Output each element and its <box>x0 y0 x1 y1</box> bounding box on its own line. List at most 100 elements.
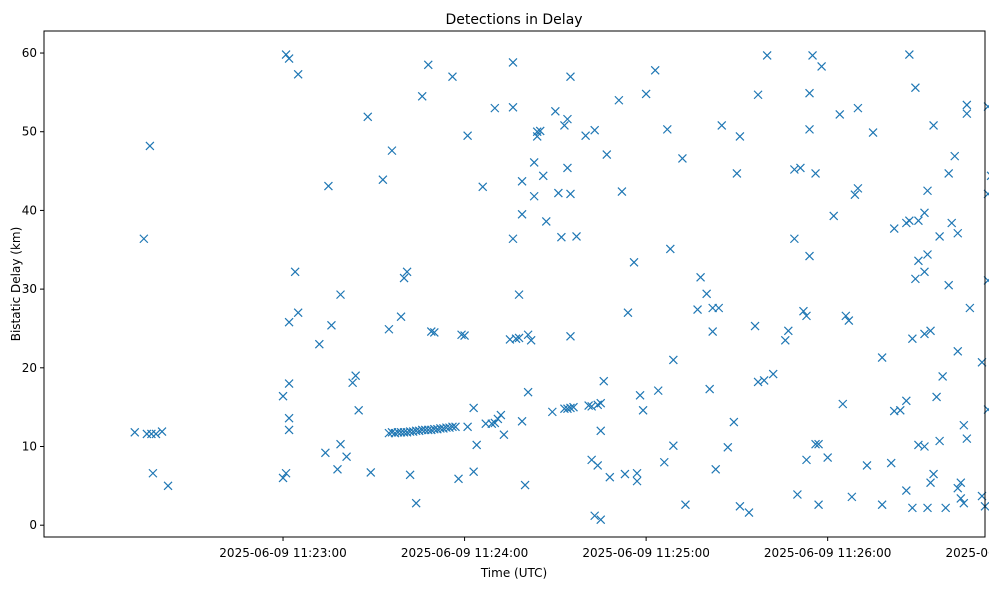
data-point-marker <box>493 414 503 424</box>
y-axis: 0 10 20 30 40 50 60 <box>22 46 44 532</box>
data-point-marker <box>723 442 733 452</box>
data-point-marker <box>348 378 358 388</box>
data-point-marker <box>566 403 575 413</box>
data-point-marker <box>662 124 672 134</box>
data-point-marker <box>130 427 140 437</box>
data-point-marker <box>323 181 333 191</box>
data-point-marker <box>811 169 820 178</box>
data-point-marker <box>429 327 439 337</box>
data-point-marker <box>535 126 545 136</box>
x-tick-label: 2025-06-09 11:26:00 <box>764 546 891 560</box>
data-point-marker <box>850 190 860 200</box>
y-tick-label: 50 <box>22 125 37 139</box>
plot-area <box>43 30 989 538</box>
data-point-marker <box>953 483 963 493</box>
data-point-marker <box>541 217 551 226</box>
data-point-marker <box>157 427 167 436</box>
data-point-marker <box>423 60 433 70</box>
data-point-marker <box>469 403 479 413</box>
data-point-marker <box>151 429 161 439</box>
data-point-marker <box>148 468 158 478</box>
data-point-marker <box>862 460 872 470</box>
data-point-marker <box>517 416 527 426</box>
data-point-marker <box>550 106 560 116</box>
data-point-marker <box>517 209 527 219</box>
data-point-marker <box>681 500 690 510</box>
data-point-marker <box>336 290 345 300</box>
data-point-marker <box>783 326 793 336</box>
data-point-marker <box>768 369 778 379</box>
y-tick-label: 20 <box>22 361 37 375</box>
data-point-marker <box>811 439 820 449</box>
data-point-marker <box>653 386 663 396</box>
data-point-marker <box>729 417 739 427</box>
data-point-marker <box>923 503 932 513</box>
data-point-marker <box>523 387 533 397</box>
data-point-marker <box>278 391 288 401</box>
data-point-marker <box>941 503 951 513</box>
x-tick-label: 2025-06-09 11:24:00 <box>401 546 528 560</box>
data-point-marker <box>805 88 814 98</box>
data-point-marker <box>868 128 878 137</box>
data-point-marker <box>363 112 373 122</box>
data-point-marker <box>914 256 923 266</box>
data-point-marker <box>702 289 712 299</box>
data-point-marker <box>547 407 557 417</box>
data-point-marker <box>847 492 857 502</box>
data-point-marker <box>342 452 351 462</box>
data-point-marker <box>327 320 336 330</box>
data-point-marker <box>463 131 473 141</box>
data-point-marker <box>907 503 917 513</box>
data-point-marker <box>638 405 648 415</box>
data-point-marker <box>665 244 675 254</box>
data-point-marker <box>293 308 303 318</box>
data-point-marker <box>396 312 406 322</box>
y-tick-label: 0 <box>29 518 37 532</box>
data-point-marker <box>901 396 911 406</box>
y-axis-label: Bistatic Delay (km) <box>9 227 23 342</box>
data-point-marker <box>314 339 324 349</box>
data-point-marker <box>451 422 460 432</box>
data-point-marker <box>829 211 839 221</box>
data-point-marker <box>920 208 929 218</box>
data-point-marker <box>284 317 294 327</box>
data-point-marker <box>605 472 615 482</box>
data-point-marker <box>620 469 630 479</box>
data-point-marker <box>962 100 972 110</box>
y-tick-label: 10 <box>22 440 37 454</box>
data-point-marker <box>932 392 942 402</box>
data-point-marker <box>965 303 975 313</box>
data-point-marker <box>886 458 896 468</box>
data-point-marker <box>596 426 606 436</box>
data-point-marker <box>584 401 594 411</box>
data-point-marker <box>799 306 808 316</box>
data-point-marker <box>962 109 972 119</box>
data-point-marker <box>944 280 954 290</box>
data-point-marker <box>517 176 527 186</box>
data-point-marker <box>926 478 935 488</box>
data-point-marker <box>523 330 533 340</box>
data-point-marker <box>935 436 945 446</box>
data-point-marker <box>959 498 969 508</box>
data-point-marker <box>696 272 706 282</box>
y-tick-label: 60 <box>22 46 37 60</box>
data-point-marker <box>563 114 572 124</box>
data-point-marker <box>566 189 575 199</box>
data-point-marker <box>814 439 824 449</box>
data-point-marker <box>986 171 989 181</box>
data-point-marker <box>711 464 721 474</box>
data-point-marker <box>563 404 572 414</box>
data-point-marker <box>956 478 966 488</box>
data-point-marker <box>735 501 745 511</box>
data-point-marker <box>602 150 612 159</box>
data-point-marker <box>953 346 963 356</box>
data-point-marker <box>405 470 415 480</box>
data-point-marker <box>838 399 848 409</box>
data-point-marker <box>469 467 479 477</box>
data-point-marker <box>947 218 957 228</box>
data-point-marker <box>920 442 929 451</box>
data-point-marker <box>426 327 436 337</box>
data-point-marker <box>956 494 966 503</box>
data-point-marker <box>560 121 569 130</box>
data-point-marker <box>802 311 811 321</box>
